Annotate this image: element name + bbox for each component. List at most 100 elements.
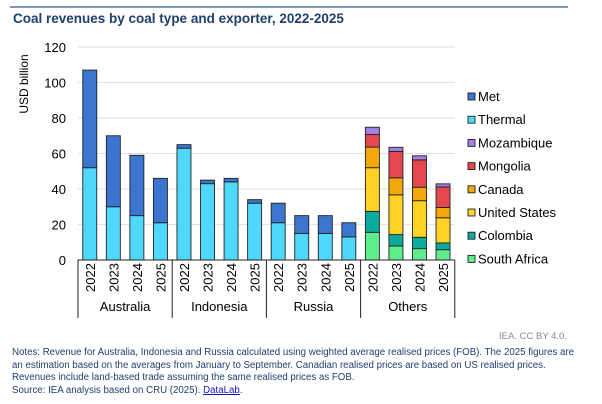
stacked-bar-chart: 0 20 40 60 80 100 120 USD billion 2022 2023 2024… — [17, 40, 557, 318]
bar-segment-thermal — [129, 215, 145, 261]
source-suffix: . — [239, 384, 243, 396]
bar-segment-colombia — [435, 242, 451, 251]
bar-segment-met — [341, 222, 357, 238]
bar-segment-thermal — [270, 222, 286, 261]
bar-segment-met — [105, 135, 121, 208]
bar-segment-south-africa — [435, 249, 451, 261]
bar-segment-canada — [364, 146, 380, 169]
bar-segment-thermal — [105, 206, 121, 261]
legend-label: Met — [478, 89, 500, 104]
notes-block: Notes: Revenue for Australia, Indonesia … — [12, 347, 582, 397]
legend-label: Canada — [478, 182, 524, 197]
credit-text: IEA. CC BY 4.0. — [499, 331, 567, 342]
group-label: Indonesia — [191, 299, 248, 314]
x-tick-label: 2023 — [201, 263, 216, 292]
legend-swatch — [467, 185, 476, 194]
bar-segment-met — [129, 154, 145, 217]
datalab-link[interactable]: DataLab — [203, 384, 240, 396]
y-tick-label: 120 — [44, 40, 66, 55]
bar-segment-colombia — [364, 210, 380, 233]
x-tick-label: 2024 — [130, 263, 145, 292]
x-tick-label: 2025 — [342, 263, 357, 292]
legend-swatch — [467, 231, 476, 240]
bar-segment-colombia — [388, 234, 404, 247]
bar-segment-canada — [435, 207, 451, 219]
bar-segment-thermal — [152, 222, 168, 261]
x-tick-label: 2022 — [177, 263, 192, 292]
source-line: Source: IEA analysis based on CRU (2025)… — [12, 385, 582, 398]
x-tick-label: 2022 — [271, 263, 286, 292]
y-tick-label: 60 — [52, 147, 66, 162]
y-tick-label: 100 — [44, 76, 66, 91]
source-text: Source: IEA analysis based on CRU (2025)… — [12, 384, 204, 396]
y-tick-label: 20 — [52, 218, 66, 233]
bar-segment-thermal — [247, 202, 263, 261]
bar-segment-met — [82, 69, 98, 169]
bar-segment-canada — [412, 186, 427, 202]
bar-segment-mongolia — [364, 134, 380, 148]
legend-label: Mongolia — [478, 159, 532, 174]
legend-label: South Africa — [478, 251, 549, 266]
legend-label: Colombia — [478, 228, 534, 243]
bar-segment-south-africa — [412, 248, 427, 261]
y-axis-label: USD billion — [17, 54, 31, 113]
bar-segment-thermal — [200, 183, 215, 261]
legend-swatch — [467, 92, 476, 101]
group-label: Australia — [100, 299, 151, 314]
bar-segment-united-states — [435, 217, 451, 244]
x-tick-label: 2023 — [389, 263, 404, 292]
bar-segment-met — [270, 202, 286, 224]
bar-segment-united-states — [388, 194, 404, 236]
legend: Met Thermal Mozambique Mongolia Canada United… — [467, 89, 557, 266]
x-tick-label: 2023 — [295, 263, 310, 292]
bar-segment-met — [317, 215, 333, 234]
notes-text: Notes: Revenue for Australia, Indonesia … — [12, 347, 575, 383]
legend-swatch — [467, 162, 476, 171]
y-tick-label: 80 — [52, 111, 66, 126]
legend-label: United States — [478, 205, 557, 220]
legend-swatch — [467, 115, 476, 124]
title-rule — [10, 6, 568, 8]
bar-segment-met — [176, 144, 192, 149]
x-tick-label: 2024 — [318, 263, 333, 292]
bar-segment-thermal — [176, 147, 192, 261]
x-tick-label: 2022 — [83, 263, 98, 292]
bar-segment-thermal — [82, 167, 98, 261]
bar-segment-canada — [388, 177, 404, 196]
group-label: Others — [388, 299, 428, 314]
y-axis-ticks: 0 20 40 60 80 100 120 — [44, 40, 66, 268]
x-tick-label: 2024 — [224, 263, 239, 292]
bar-segment-mozambique — [388, 146, 404, 152]
bar-segment-mozambique — [435, 183, 451, 188]
y-tick-label: 40 — [52, 182, 66, 197]
bar-segment-united-states — [412, 200, 427, 238]
x-tick-label: 2025 — [248, 263, 263, 292]
x-tick-label: 2025 — [153, 263, 168, 292]
bar-segment-met — [152, 177, 168, 224]
bar-segment-mongolia — [435, 186, 451, 208]
x-tick-label: 2025 — [436, 263, 451, 292]
bar-segment-thermal — [317, 232, 333, 261]
bar-segment-mongolia — [412, 159, 427, 188]
bar-segment-met — [200, 179, 215, 185]
x-tick-label: 2022 — [365, 263, 380, 292]
bar-segment-mozambique — [364, 126, 380, 135]
x-tick-label: 2024 — [412, 263, 427, 292]
bar-segment-south-africa — [388, 245, 404, 261]
bar-segment-thermal — [223, 181, 239, 261]
bar-segment-mongolia — [388, 150, 404, 179]
bar-segment-met — [294, 215, 310, 234]
bar-segment-met — [247, 199, 263, 204]
legend-swatch — [467, 254, 476, 263]
bar-segment-met — [223, 177, 239, 183]
chart-title: Coal revenues by coal type and exporter,… — [13, 11, 344, 26]
y-tick-label: 0 — [59, 253, 66, 268]
legend-label: Thermal — [478, 112, 526, 127]
legend-swatch — [467, 138, 476, 147]
legend-label: Mozambique — [478, 135, 552, 150]
bar-segment-thermal — [341, 236, 357, 261]
x-tick-label: 2023 — [106, 263, 121, 292]
legend-swatch — [467, 208, 476, 217]
bar-segment-colombia — [412, 236, 427, 250]
